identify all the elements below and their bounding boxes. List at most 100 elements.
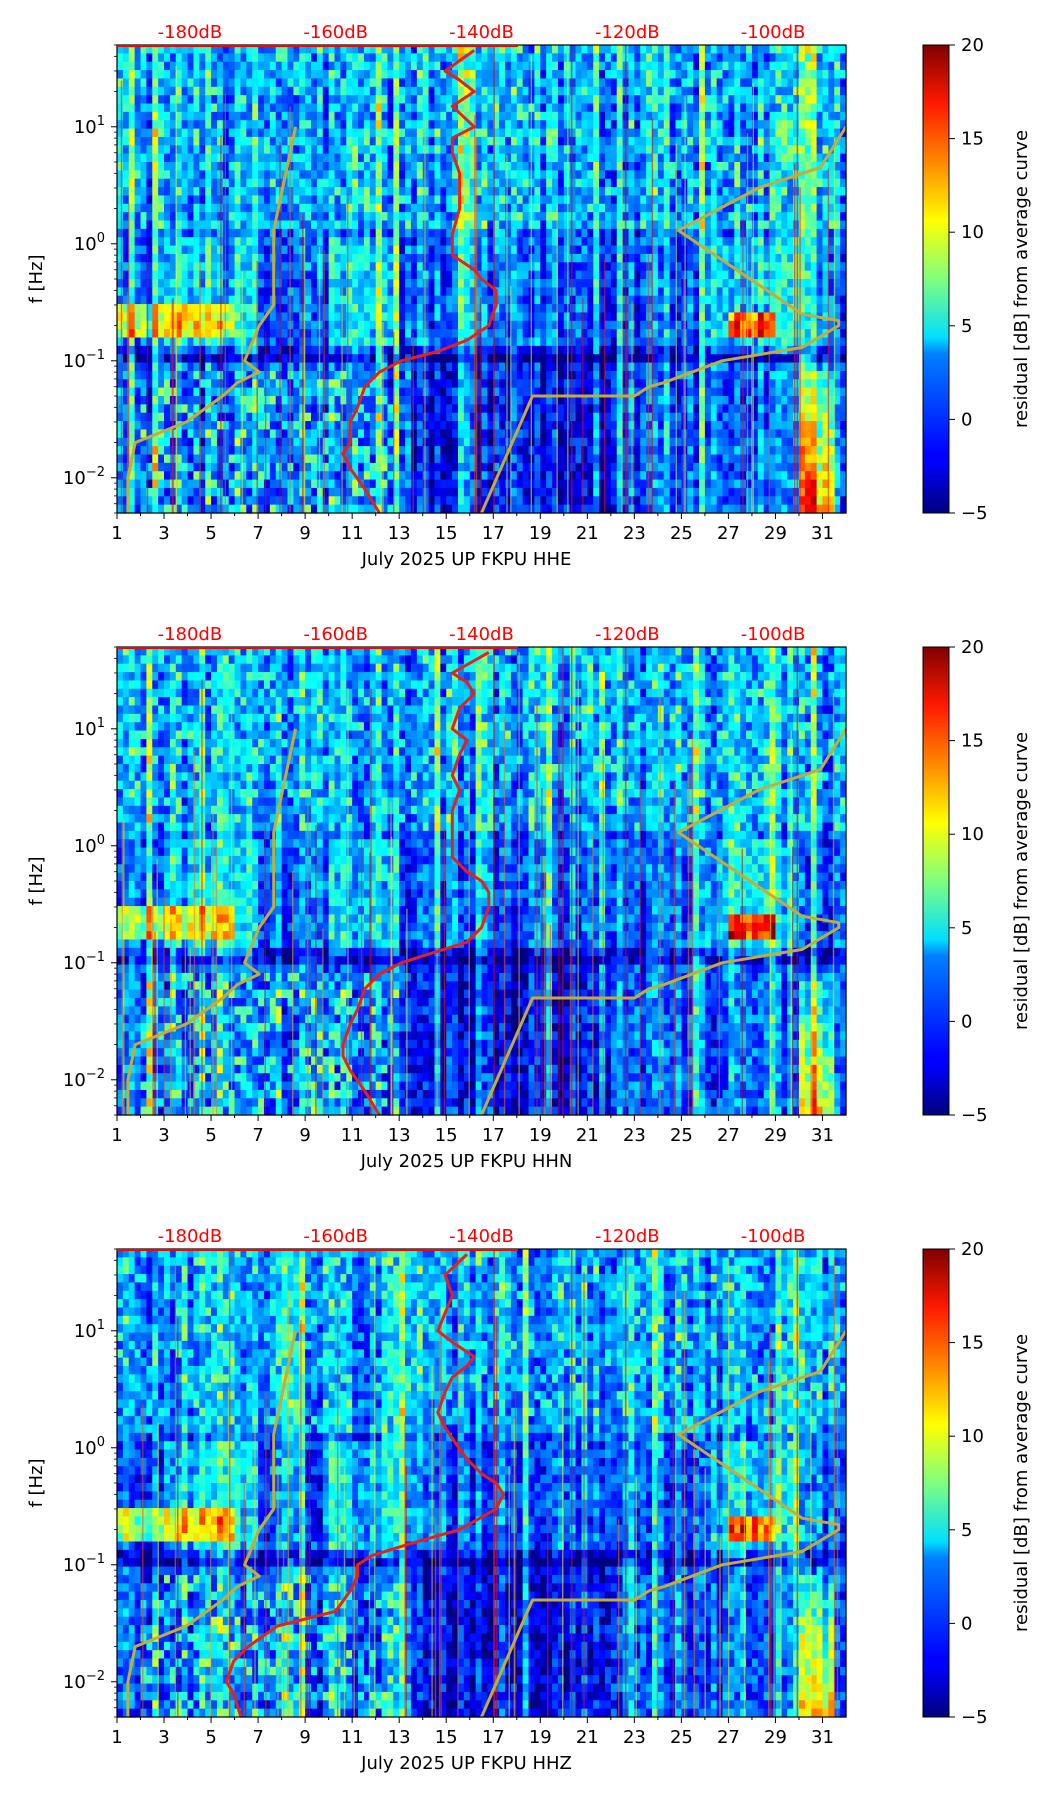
- x-tick-label: 7: [252, 1125, 263, 1146]
- colorbar-tick-label: 20: [961, 637, 984, 658]
- colorbar-label: residual [dB] from average curve: [1011, 130, 1032, 428]
- x-tick-label: 21: [576, 1125, 599, 1146]
- colorbar-tick-label: 20: [961, 35, 984, 56]
- colorbar-tick-label: −5: [961, 1707, 988, 1728]
- x-tick-label: 19: [529, 523, 552, 544]
- db-tick-label: -100dB: [741, 624, 806, 645]
- db-tick-label: -160dB: [303, 1226, 368, 1247]
- colorbar-tick-label: 0: [961, 1011, 972, 1032]
- colorbar-label: residual [dB] from average curve: [1011, 732, 1032, 1030]
- spectrogram-heatmap: [117, 1249, 847, 1718]
- x-tick-label: 27: [717, 523, 740, 544]
- x-tick-label: 21: [576, 1727, 599, 1748]
- x-axis-label: July 2025 UP FKPU HHZ: [360, 1753, 572, 1774]
- y-tick-label: 101: [74, 1318, 105, 1342]
- x-tick-label: 7: [252, 523, 263, 544]
- x-tick-label: 25: [670, 1727, 693, 1748]
- x-tick-label: 3: [158, 1727, 169, 1748]
- y-axis-label: f [Hz]: [26, 1458, 47, 1507]
- x-tick-label: 3: [158, 523, 169, 544]
- x-tick-label: 19: [529, 1727, 552, 1748]
- y-tick-label: 101: [74, 114, 105, 138]
- colorbar-tick-label: 5: [961, 918, 972, 939]
- colorbar-label: residual [dB] from average curve: [1011, 1334, 1032, 1632]
- x-tick-label: 15: [435, 1125, 458, 1146]
- x-tick-label: 23: [623, 1125, 646, 1146]
- x-tick-label: 15: [435, 523, 458, 544]
- x-tick-label: 15: [435, 1727, 458, 1748]
- db-tick-label: -140dB: [449, 624, 514, 645]
- db-tick-label: -120dB: [595, 624, 660, 645]
- colorbar-tick-label: 0: [961, 1613, 972, 1634]
- x-tick-label: 31: [811, 1125, 834, 1146]
- colorbar-tick-label: 10: [961, 824, 984, 845]
- colorbar: 20 15 10 5 0 −5 residual [dB] from average cur…: [923, 35, 1032, 524]
- x-tick-label: 7: [252, 1727, 263, 1748]
- y-tick-label: 10−1: [63, 950, 105, 974]
- x-tick-label: 25: [670, 523, 693, 544]
- x-tick-label: 29: [764, 1727, 787, 1748]
- db-tick-label: -180dB: [158, 1226, 223, 1247]
- x-tick-label: 1: [111, 523, 122, 544]
- db-tick-label: -180dB: [158, 22, 223, 43]
- y-tick-label: 10−1: [63, 1552, 105, 1576]
- y-tick-label: 10−1: [63, 348, 105, 372]
- x-tick-label: 19: [529, 1125, 552, 1146]
- x-tick-label: 3: [158, 1125, 169, 1146]
- y-axis-label: f [Hz]: [26, 856, 47, 905]
- x-tick-label: 31: [811, 523, 834, 544]
- x-tick-label: 17: [482, 1125, 505, 1146]
- y-tick-label: 10−2: [63, 1067, 105, 1091]
- x-tick-label: 11: [341, 523, 364, 544]
- x-tick-label: 23: [623, 523, 646, 544]
- y-axis-label: f [Hz]: [26, 254, 47, 303]
- x-tick-label: 13: [388, 1727, 411, 1748]
- x-tick-label: 9: [299, 523, 310, 544]
- colorbar-tick-label: 10: [961, 1426, 984, 1447]
- x-tick-label: 25: [670, 1125, 693, 1146]
- x-tick-label: 29: [764, 1125, 787, 1146]
- db-tick-label: -140dB: [449, 22, 514, 43]
- x-tick-label: 27: [717, 1727, 740, 1748]
- x-tick-label: 17: [482, 523, 505, 544]
- db-tick-label: -120dB: [595, 1226, 660, 1247]
- colorbar-tick-label: 15: [961, 731, 984, 752]
- x-tick-label: 31: [811, 1727, 834, 1748]
- y-tick-label: 100: [74, 231, 105, 255]
- x-tick-label: 5: [205, 1727, 216, 1748]
- db-tick-label: -100dB: [741, 22, 806, 43]
- x-tick-label: 27: [717, 1125, 740, 1146]
- colorbar-tick-label: 15: [961, 1333, 984, 1354]
- db-tick-label: -160dB: [303, 22, 368, 43]
- colorbar-tick-label: 0: [961, 409, 972, 430]
- x-axis-label: July 2025 UP FKPU HHE: [361, 549, 572, 570]
- x-tick-label: 21: [576, 523, 599, 544]
- colorbar: 20 15 10 5 0 −5 residual [dB] from average cur…: [923, 637, 1032, 1126]
- x-tick-label: 11: [341, 1125, 364, 1146]
- x-tick-label: 1: [111, 1727, 122, 1748]
- db-tick-label: -140dB: [449, 1226, 514, 1247]
- colorbar-tick-label: −5: [961, 503, 988, 524]
- x-tick-label: 5: [205, 523, 216, 544]
- colorbar-tick-label: 20: [961, 1239, 984, 1260]
- colorbar-tick-label: 15: [961, 129, 984, 150]
- db-tick-label: -120dB: [595, 22, 660, 43]
- x-tick-label: 9: [299, 1125, 310, 1146]
- colorbar-tick-label: 5: [961, 316, 972, 337]
- x-tick-label: 17: [482, 1727, 505, 1748]
- y-tick-label: 100: [74, 1435, 105, 1459]
- colorbar-tick-label: −5: [961, 1105, 988, 1126]
- x-axis-label: July 2025 UP FKPU HHN: [360, 1151, 573, 1172]
- x-tick-label: 13: [388, 523, 411, 544]
- colorbar-tick-label: 10: [961, 222, 984, 243]
- y-tick-label: 10−2: [63, 1669, 105, 1693]
- db-tick-label: -180dB: [158, 624, 223, 645]
- x-tick-label: 1: [111, 1125, 122, 1146]
- x-tick-label: 29: [764, 523, 787, 544]
- x-tick-label: 13: [388, 1125, 411, 1146]
